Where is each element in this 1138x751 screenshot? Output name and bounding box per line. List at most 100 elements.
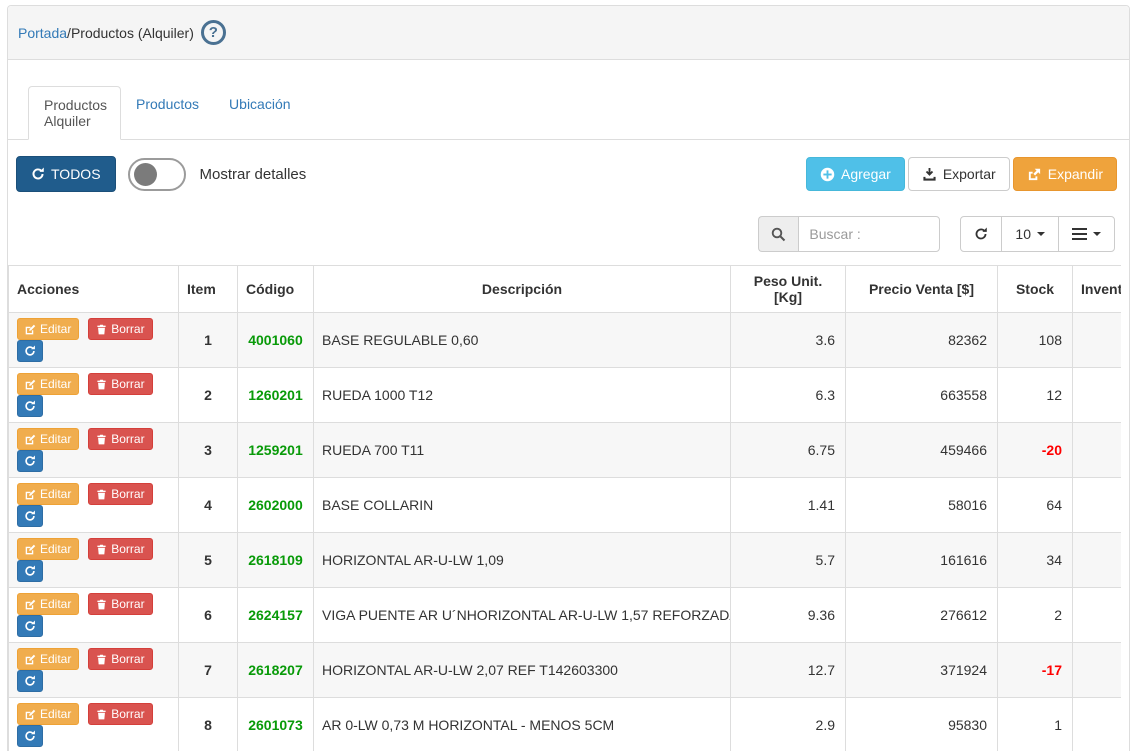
row-refresh-button[interactable] [17,560,43,582]
refresh-icon [24,565,36,577]
delete-label: Borrar [111,377,144,391]
row-refresh-button[interactable] [17,615,43,637]
table-header-row: Acciones Item Código Descripción Peso Un… [9,266,1122,313]
refresh-icon [24,455,36,467]
row-inventory-cell [1073,533,1122,588]
row-actions-cell: Editar Borrar [9,313,179,368]
row-refresh-button[interactable] [17,395,43,417]
col-header-peso[interactable]: Peso Unit. [Kg] [731,266,846,313]
toggle-knob [134,163,157,186]
col-header-item[interactable]: Item [179,266,238,313]
trash-icon [96,709,107,720]
row-code: 2618207 [238,643,314,698]
table-row: Editar Borrar 4 2602000 BASE COLLARIN 1.… [9,478,1122,533]
expand-button[interactable]: Expandir [1013,157,1117,191]
help-icon[interactable]: ? [201,20,226,45]
tab-productos[interactable]: Productos [121,86,214,122]
table-row: Editar Borrar 3 1259201 RUEDA 700 T11 6.… [9,423,1122,478]
row-refresh-button[interactable] [17,670,43,692]
pencil-icon [25,489,36,500]
search-icon-button[interactable] [758,216,798,252]
delete-button[interactable]: Borrar [88,428,152,450]
row-price: 82362 [846,313,998,368]
edit-button[interactable]: Editar [17,373,79,395]
tab-ubicacion[interactable]: Ubicación [214,86,305,122]
edit-button[interactable]: Editar [17,648,79,670]
row-stock: 34 [998,533,1073,588]
delete-label: Borrar [111,432,144,446]
row-inventory-cell [1073,423,1122,478]
refresh-table-button[interactable] [960,216,1002,252]
trash-icon [96,489,107,500]
edit-label: Editar [40,432,71,446]
add-label: Agregar [841,166,891,182]
row-code: 1259201 [238,423,314,478]
delete-button[interactable]: Borrar [88,648,152,670]
delete-button[interactable]: Borrar [88,538,152,560]
col-header-descripcion[interactable]: Descripción [314,266,731,313]
refresh-icon [24,510,36,522]
breadcrumb-home-link[interactable]: Portada [18,25,67,41]
delete-button[interactable]: Borrar [88,318,152,340]
col-header-precio[interactable]: Precio Venta [$] [846,266,998,313]
delete-button[interactable]: Borrar [88,703,152,725]
table-body: Editar Borrar 1 4001060 BASE REGULABLE 0… [9,313,1122,751]
row-item: 3 [179,423,238,478]
edit-button[interactable]: Editar [17,703,79,725]
delete-button[interactable]: Borrar [88,373,152,395]
row-price: 371924 [846,643,998,698]
row-refresh-button[interactable] [17,340,43,362]
delete-button[interactable]: Borrar [88,593,152,615]
table-row: Editar Borrar 1 4001060 BASE REGULABLE 0… [9,313,1122,368]
table-row: Editar Borrar 6 2624157 VIGA PUENTE AR U… [9,588,1122,643]
row-item: 8 [179,698,238,751]
row-price: 95830 [846,698,998,751]
trash-icon [96,324,107,335]
page-size-value: 10 [1015,226,1031,242]
export-label: Exportar [943,166,996,182]
row-refresh-button[interactable] [17,725,43,747]
delete-button[interactable]: Borrar [88,483,152,505]
row-stock: -17 [998,643,1073,698]
todos-button[interactable]: TODOS [16,156,116,192]
refresh-icon [24,675,36,687]
col-header-stock[interactable]: Stock [998,266,1073,313]
table-controls: 10 [8,216,1115,252]
pencil-icon [25,654,36,665]
delete-label: Borrar [111,707,144,721]
refresh-icon [974,227,988,241]
row-description: BASE COLLARIN [314,478,731,533]
row-description: AR 0-LW 0,73 M HORIZONTAL - MENOS 5CM [314,698,731,751]
page-size-dropdown[interactable]: 10 [1001,216,1059,252]
edit-button[interactable]: Editar [17,428,79,450]
pencil-icon [25,599,36,610]
edit-label: Editar [40,377,71,391]
edit-label: Editar [40,707,71,721]
row-item: 6 [179,588,238,643]
edit-label: Editar [40,487,71,501]
row-actions-cell: Editar Borrar [9,588,179,643]
edit-button[interactable]: Editar [17,593,79,615]
row-code: 2624157 [238,588,314,643]
row-refresh-button[interactable] [17,505,43,527]
trash-icon [96,599,107,610]
export-button[interactable]: Exportar [908,157,1010,191]
columns-dropdown[interactable] [1058,216,1115,252]
tab-productos-alquiler[interactable]: Productos Alquiler [28,86,121,140]
row-price: 58016 [846,478,998,533]
details-toggle[interactable] [128,158,186,191]
col-header-inventario[interactable]: Inventario [1073,266,1122,313]
row-refresh-button[interactable] [17,450,43,472]
add-button[interactable]: Agregar [806,157,905,191]
edit-button[interactable]: Editar [17,538,79,560]
row-price: 459466 [846,423,998,478]
edit-button[interactable]: Editar [17,318,79,340]
row-actions-cell: Editar Borrar [9,423,179,478]
edit-button[interactable]: Editar [17,483,79,505]
col-header-codigo[interactable]: Código [238,266,314,313]
search-input[interactable] [798,216,940,252]
row-weight: 5.7 [731,533,846,588]
list-icon [1072,228,1087,240]
trash-icon [96,544,107,555]
delete-label: Borrar [111,597,144,611]
